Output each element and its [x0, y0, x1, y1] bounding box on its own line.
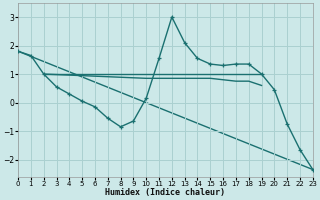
- X-axis label: Humidex (Indice chaleur): Humidex (Indice chaleur): [105, 188, 225, 197]
